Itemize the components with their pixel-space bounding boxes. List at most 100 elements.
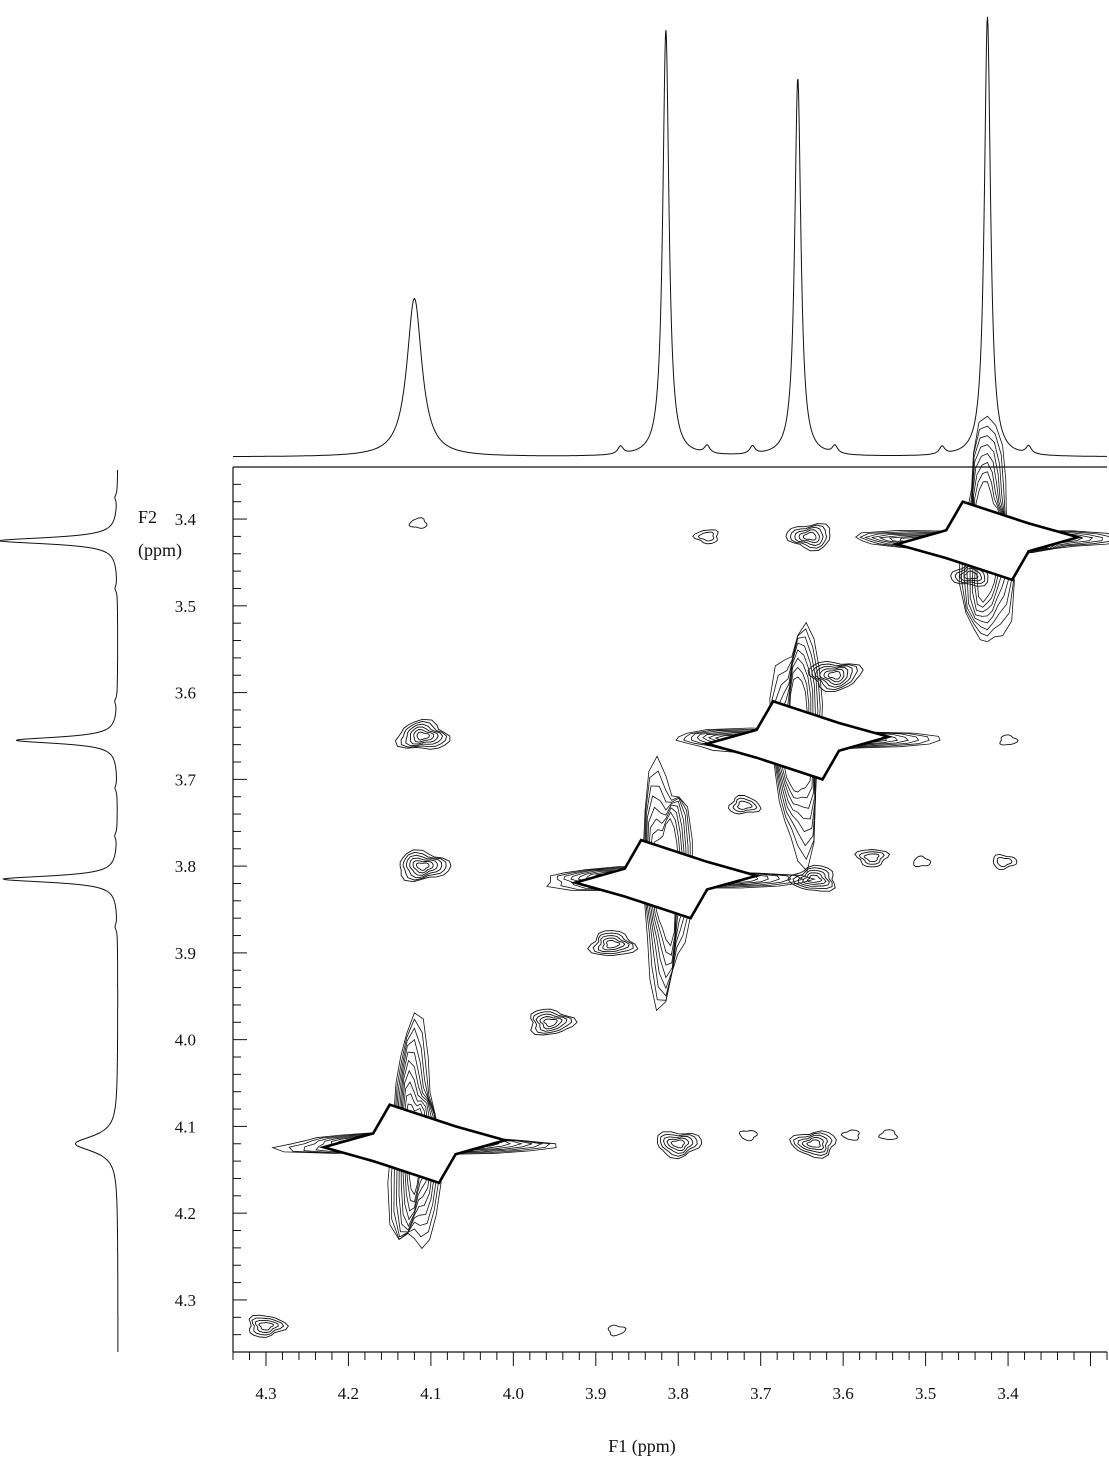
y-tick-label: 3.4 — [175, 510, 197, 529]
contour-level — [878, 1129, 899, 1141]
contour-level — [412, 860, 434, 874]
contour-level — [415, 862, 430, 871]
y-tick-label: 3.8 — [175, 857, 196, 876]
cross-peak — [992, 853, 1018, 871]
contour-level — [598, 935, 630, 953]
contour-level — [607, 1324, 627, 1337]
contour-level — [602, 937, 626, 951]
contour-level — [789, 1130, 837, 1159]
contour-level — [663, 1135, 694, 1154]
cross-peak — [248, 1314, 289, 1338]
contour-level — [692, 529, 719, 545]
contour-level — [400, 720, 448, 748]
diagonal-peak — [854, 415, 1109, 643]
contour-level — [792, 867, 833, 890]
cross-peak — [408, 517, 428, 529]
cross-peak — [840, 1129, 860, 1141]
cross-peak — [656, 1131, 703, 1160]
contour-level — [670, 1139, 685, 1149]
contour-level — [251, 1317, 285, 1336]
contour-level — [409, 857, 438, 876]
contour-level — [543, 1018, 558, 1027]
y-tick-label: 4.2 — [175, 1204, 196, 1223]
x-tick-label: 4.2 — [338, 1384, 359, 1403]
cross-peak — [530, 1008, 578, 1036]
cross-peak — [787, 864, 836, 892]
x-tick-label: 4.3 — [255, 1384, 276, 1403]
contour-level — [806, 1139, 821, 1148]
contour-level — [394, 718, 451, 750]
cross-peak — [399, 849, 452, 883]
top-projection — [233, 16, 1107, 457]
contour-level — [996, 857, 1013, 868]
y-tick-label: 3.9 — [175, 944, 196, 963]
x-tick-label: 3.7 — [750, 1384, 772, 1403]
contour-level — [999, 734, 1019, 746]
contour-level — [827, 670, 841, 680]
x-tick-label: 3.4 — [997, 1384, 1019, 1403]
diagonal-peak — [675, 621, 941, 873]
contour-level — [863, 853, 880, 863]
cross-peak — [785, 523, 831, 552]
contour-level — [405, 854, 443, 879]
contour-level — [802, 872, 827, 885]
cross-peak — [913, 855, 932, 867]
contour-level — [732, 797, 758, 813]
contour-level — [797, 1134, 829, 1153]
cross-peak — [587, 930, 639, 957]
contour-level — [811, 663, 858, 691]
contour-level — [789, 524, 827, 549]
contour-level — [913, 855, 932, 867]
contour-level — [254, 1320, 279, 1333]
y-tick-label: 3.5 — [175, 597, 196, 616]
contour-level — [587, 930, 639, 957]
x-tick-label: 3.9 — [585, 1384, 606, 1403]
contour-level — [736, 800, 753, 810]
x-tick-label: 3.5 — [915, 1384, 936, 1403]
diagonal-peak — [271, 1012, 557, 1250]
y-axis-title-line1: F2 — [138, 507, 157, 527]
cross-peak — [807, 660, 864, 693]
contour-level — [408, 517, 428, 529]
contour-level — [992, 853, 1018, 871]
contour-level — [530, 1008, 578, 1036]
cross-peak — [394, 718, 451, 750]
contour-level — [666, 1137, 690, 1151]
contours — [248, 415, 1109, 1338]
contour-level — [858, 851, 885, 865]
contour-level — [405, 723, 444, 747]
contour-level — [738, 1130, 758, 1142]
x-tick-label: 3.8 — [668, 1384, 689, 1403]
contour-level — [801, 1136, 825, 1151]
y-tick-label: 3.6 — [175, 684, 196, 703]
y-tick-label: 3.7 — [175, 770, 197, 789]
diagonal-peak — [546, 755, 816, 1012]
contour-level — [399, 849, 452, 883]
cross-peak — [738, 1130, 758, 1142]
contour-level — [539, 1016, 563, 1030]
projection-trace-f2 — [0, 470, 119, 1352]
y-tick-label: 4.1 — [175, 1117, 196, 1136]
contour-level — [787, 864, 836, 892]
contour-level — [413, 729, 435, 743]
x-tick-label: 3.6 — [833, 1384, 854, 1403]
cross-peak — [878, 1129, 899, 1141]
contour-core — [318, 1103, 510, 1185]
contour-level — [854, 849, 891, 868]
side-projection — [0, 470, 119, 1352]
contour-level — [248, 1314, 289, 1338]
y-tick-label: 4.3 — [175, 1291, 196, 1310]
contour-level — [798, 529, 820, 544]
contour-level — [535, 1013, 568, 1032]
projection-trace-f1 — [233, 16, 1107, 457]
contour-core — [570, 838, 762, 920]
y-axis-title-line2: (ppm) — [138, 540, 182, 561]
contour-level — [785, 523, 831, 552]
cross-peak — [854, 849, 891, 868]
y-axis: 3.4 3.5 3.6 3.7 3.8 3.9 4.0 4.1 4.2 4.3 — [175, 466, 247, 1353]
contour-level — [606, 940, 621, 949]
contour-level — [823, 668, 845, 683]
cross-peak — [999, 734, 1019, 746]
contour-level — [532, 1011, 573, 1034]
